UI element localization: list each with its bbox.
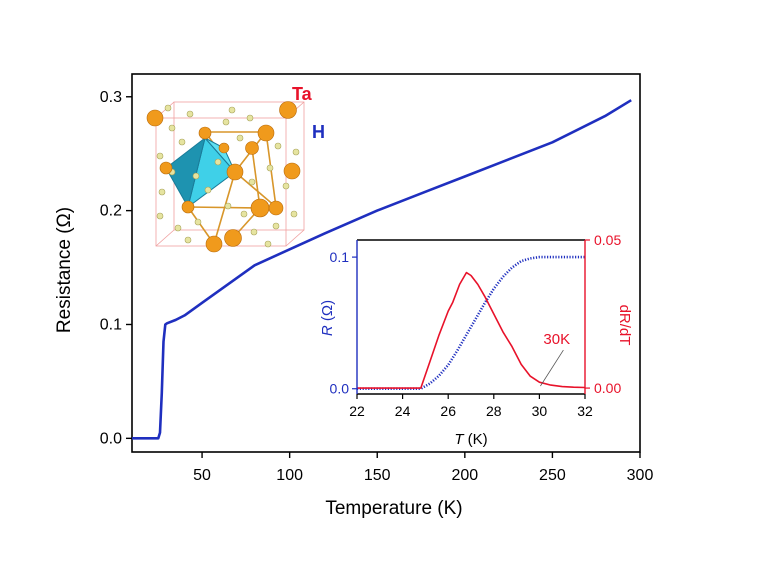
transition-temperature-label: 30K	[543, 331, 570, 348]
main-y-tick-label: 0.1	[100, 316, 122, 333]
inset-right-y-tick-label: 0.00	[594, 380, 621, 396]
inset-x-tick-label: 28	[486, 403, 502, 419]
main-y-axis-label: Resistance (Ω)	[54, 207, 75, 333]
main-resistance-line	[132, 99, 632, 440]
inset-x-tick-label: 30	[532, 403, 548, 419]
main-x-tick-label: 300	[627, 467, 654, 484]
inset-background	[357, 240, 585, 394]
main-x-tick-label: 250	[539, 467, 566, 484]
crystal-structure-illustration	[146, 101, 305, 253]
inset-left-y-ticks: 0.0 0.1	[330, 249, 357, 397]
inset-x-tick-label: 26	[440, 403, 456, 419]
inset-right-y-axis-label: dR/dT	[616, 305, 633, 346]
main-x-tick-label: 200	[451, 467, 478, 484]
main-x-tick-label: 100	[276, 467, 303, 484]
main-plot-frame	[131, 73, 641, 453]
inset-x-tick-label: 32	[577, 403, 593, 419]
main-y-tick-label: 0.3	[100, 89, 122, 106]
inset-x-tick-label: 24	[395, 403, 411, 419]
inset-dRdT-line	[357, 271, 586, 389]
tantalum-atoms	[146, 101, 301, 253]
inset-right-y-tick-label: 0.05	[594, 232, 621, 248]
inset-resistance-dotted-line	[357, 255, 585, 390]
main-y-tick-label: 0.2	[100, 203, 122, 220]
tantalum-label: Ta	[292, 84, 313, 104]
main-y-tick-label: 0.0	[100, 430, 122, 447]
octahedron-face-top	[204, 137, 236, 173]
inset-right-y-ticks: 0.00 0.05	[585, 232, 621, 396]
hydrogen-label: H	[312, 122, 325, 142]
inset-x-axis-label: T (K)	[454, 431, 487, 448]
octahedron-face-dark	[165, 136, 206, 209]
inset-x-tick-label: 22	[349, 403, 365, 419]
transition-callout-line	[540, 349, 564, 387]
inset-x-ticks: 22 24 26 28 30 32	[349, 394, 593, 419]
main-y-ticks: 0.0 0.1 0.2 0.3	[100, 89, 132, 447]
main-x-tick-label: 50	[193, 467, 211, 484]
inset-left-y-axis-label: R (Ω)	[319, 300, 336, 336]
inset-left-y-tick-label: 0.0	[330, 381, 350, 397]
main-x-tick-label: 150	[364, 467, 391, 484]
main-x-ticks: 50 100 150 200 250 300	[193, 452, 653, 484]
inset-left-y-tick-label: 0.1	[330, 249, 350, 265]
main-x-axis-label: Temperature (K)	[325, 498, 462, 519]
